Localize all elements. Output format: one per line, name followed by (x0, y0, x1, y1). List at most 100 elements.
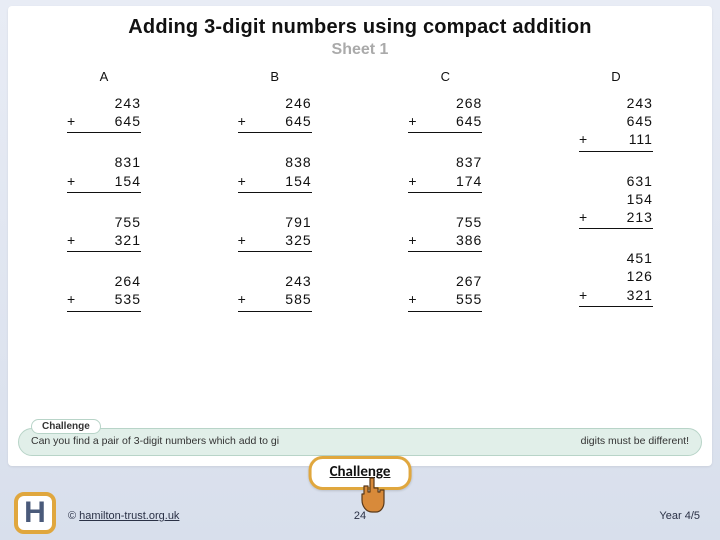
operator: + (67, 290, 79, 308)
problem-row: +213 (579, 208, 653, 226)
column-label: B (215, 69, 335, 84)
operand: 321 (591, 286, 653, 304)
operator (408, 94, 420, 112)
problem-column: C268+645837+174755+386267+555 (385, 69, 505, 332)
addition-problem: 264+535 (67, 272, 141, 311)
operator: + (238, 112, 250, 130)
operator (238, 213, 250, 231)
operator (579, 267, 591, 285)
addition-problem: 755+386 (408, 213, 482, 252)
operator: + (67, 231, 79, 249)
problem-columns: A243+645831+154755+321264+535B246+645838… (32, 69, 688, 332)
problem-row: 268 (408, 94, 482, 112)
answer-rule (67, 311, 141, 312)
problem-row: 126 (579, 267, 653, 285)
operator: + (67, 172, 79, 190)
operator (579, 172, 591, 190)
answer-rule (238, 192, 312, 193)
operand: 213 (591, 208, 653, 226)
operand: 791 (250, 213, 312, 231)
addition-problem: 268+645 (408, 94, 482, 133)
operand: 585 (250, 290, 312, 308)
operand: 267 (420, 272, 482, 290)
copyright: © hamilton-trust.org.uk (68, 510, 179, 522)
operand: 154 (79, 172, 141, 190)
operator (408, 153, 420, 171)
operand: 631 (591, 172, 653, 190)
operand: 555 (420, 290, 482, 308)
operator (238, 272, 250, 290)
operand: 535 (79, 290, 141, 308)
operand: 645 (591, 112, 653, 130)
answer-rule (408, 311, 482, 312)
problem-column: B246+645838+154791+325243+585 (215, 69, 335, 332)
year-label: Year 4/5 (659, 510, 700, 522)
operator (579, 112, 591, 130)
addition-problem: 243+585 (238, 272, 312, 311)
addition-problem: 267+555 (408, 272, 482, 311)
problem-row: 755 (408, 213, 482, 231)
challenge-text-right: digits must be different! (581, 435, 689, 447)
addition-problem: 243+645 (67, 94, 141, 133)
operator (238, 94, 250, 112)
operand: 321 (79, 231, 141, 249)
operand: 755 (79, 213, 141, 231)
problem-row: 267 (408, 272, 482, 290)
answer-rule (67, 192, 141, 193)
problem-row: 243 (238, 272, 312, 290)
problem-row: +174 (408, 172, 482, 190)
operator: + (579, 208, 591, 226)
operator (67, 272, 79, 290)
operand: 268 (420, 94, 482, 112)
copyright-link[interactable]: hamilton-trust.org.uk (79, 510, 179, 522)
column-label: A (44, 69, 164, 84)
problem-row: 451 (579, 249, 653, 267)
operator (579, 94, 591, 112)
operator: + (238, 172, 250, 190)
problem-row: 264 (67, 272, 141, 290)
operator (579, 190, 591, 208)
operand: 645 (250, 112, 312, 130)
operand: 246 (250, 94, 312, 112)
addition-problem: 451126+321 (579, 249, 653, 307)
problem-row: 791 (238, 213, 312, 231)
pointer-hand-icon (354, 476, 388, 516)
addition-problem: 246+645 (238, 94, 312, 133)
problem-row: +154 (67, 172, 141, 190)
problem-row: 243 (67, 94, 141, 112)
problem-row: 838 (238, 153, 312, 171)
operand: 174 (420, 172, 482, 190)
problem-row: +325 (238, 231, 312, 249)
answer-rule (408, 132, 482, 133)
problem-row: +585 (238, 290, 312, 308)
operator (67, 213, 79, 231)
operator: + (238, 290, 250, 308)
answer-rule (238, 251, 312, 252)
problem-row: +535 (67, 290, 141, 308)
operator: + (238, 231, 250, 249)
operand: 243 (79, 94, 141, 112)
operator: + (408, 290, 420, 308)
answer-rule (579, 228, 653, 229)
operand: 264 (79, 272, 141, 290)
addition-problem: 838+154 (238, 153, 312, 192)
answer-rule (67, 132, 141, 133)
answer-rule (67, 251, 141, 252)
operand: 838 (250, 153, 312, 171)
operator: + (408, 112, 420, 130)
operand: 126 (591, 267, 653, 285)
problem-row: +111 (579, 130, 653, 148)
operator (67, 153, 79, 171)
problem-row: 645 (579, 112, 653, 130)
addition-problem: 755+321 (67, 213, 141, 252)
addition-problem: 831+154 (67, 153, 141, 192)
operand: 837 (420, 153, 482, 171)
page-title: Adding 3-digit numbers using compact add… (32, 16, 688, 39)
column-label: D (556, 69, 676, 84)
problem-row: +386 (408, 231, 482, 249)
operand: 111 (591, 130, 653, 148)
operand: 243 (250, 272, 312, 290)
answer-rule (238, 132, 312, 133)
operator (408, 213, 420, 231)
copyright-symbol: © (68, 510, 79, 522)
